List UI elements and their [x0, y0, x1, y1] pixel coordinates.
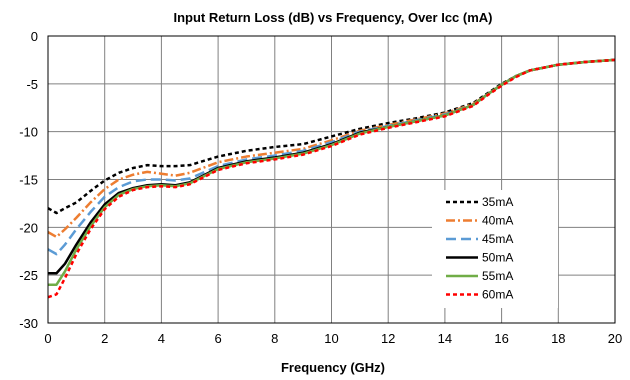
x-tick-label: 18 [551, 331, 565, 346]
y-tick-label: -10 [19, 125, 38, 140]
x-tick-label: 6 [214, 331, 221, 346]
x-tick-label: 12 [381, 331, 395, 346]
plot-area-border [47, 35, 616, 324]
legend-label-55mA: 55mA [482, 269, 513, 283]
series-line-60mA [47, 58, 616, 299]
legend-label-40mA: 40mA [482, 214, 513, 228]
legend-label-50mA: 50mA [482, 251, 513, 265]
x-tick-label: 4 [158, 331, 165, 346]
x-tick-label: 16 [494, 331, 508, 346]
x-tick-label: 20 [608, 331, 622, 346]
legend-label-45mA: 45mA [482, 232, 513, 246]
x-tick-label: 0 [44, 331, 51, 346]
x-axis-ticks: 0 2 4 6 8 10 12 14 16 18 20 [44, 331, 622, 346]
y-tick-label: 0 [31, 29, 38, 44]
x-axis-label: Frequency (GHz) [281, 360, 385, 375]
y-tick-label: -30 [19, 316, 38, 331]
legend-background [432, 190, 558, 308]
legend-label-60mA: 60mA [482, 288, 513, 302]
y-tick-label: -5 [26, 77, 38, 92]
x-tick-label: 10 [324, 331, 338, 346]
legend: 35mA 40mA 45mA 50mA 55mA 60mA [432, 190, 558, 308]
y-tick-label: -25 [19, 268, 38, 283]
series-layer [47, 58, 616, 299]
y-tick-label: -20 [19, 220, 38, 235]
series-line-45mA [47, 58, 616, 256]
x-tick-label: 14 [438, 331, 452, 346]
y-axis-ticks: 0 -5 -10 -15 -20 -25 -30 [19, 29, 38, 331]
x-tick-label: 2 [101, 331, 108, 346]
x-tick-label: 8 [271, 331, 278, 346]
legend-label-35mA: 35mA [482, 195, 513, 209]
y-tick-label: -15 [19, 173, 38, 188]
chart-title: Input Return Loss (dB) vs Frequency, Ove… [173, 10, 492, 25]
